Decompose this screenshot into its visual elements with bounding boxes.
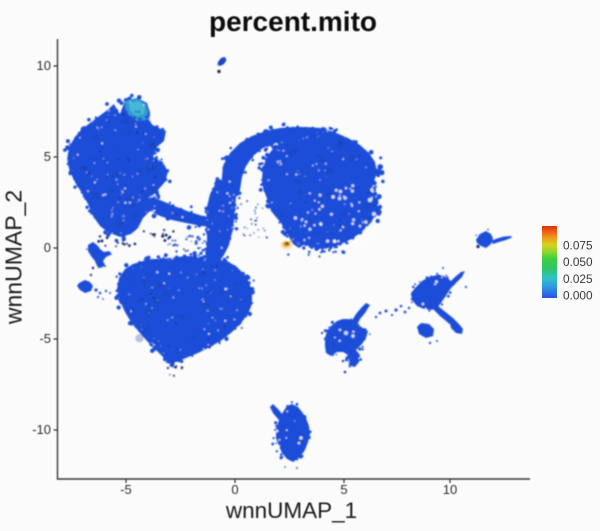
svg-text:0.025: 0.025 [563,272,593,286]
svg-text:-5: -5 [120,482,132,497]
svg-text:0: 0 [44,240,51,255]
svg-text:-10: -10 [32,422,51,437]
svg-text:5: 5 [340,482,347,497]
svg-text:5: 5 [44,149,51,164]
svg-text:-5: -5 [39,331,51,346]
svg-text:percent.mito: percent.mito [209,6,377,37]
svg-text:0: 0 [231,482,238,497]
svg-text:0.000: 0.000 [563,289,593,303]
svg-text:0.050: 0.050 [563,255,593,269]
svg-text:wnnUMAP_2: wnnUMAP_2 [1,190,27,325]
svg-text:wnnUMAP_1: wnnUMAP_1 [225,498,357,523]
svg-text:0.075: 0.075 [563,239,593,253]
svg-text:10: 10 [37,58,51,73]
svg-text:10: 10 [443,482,457,497]
